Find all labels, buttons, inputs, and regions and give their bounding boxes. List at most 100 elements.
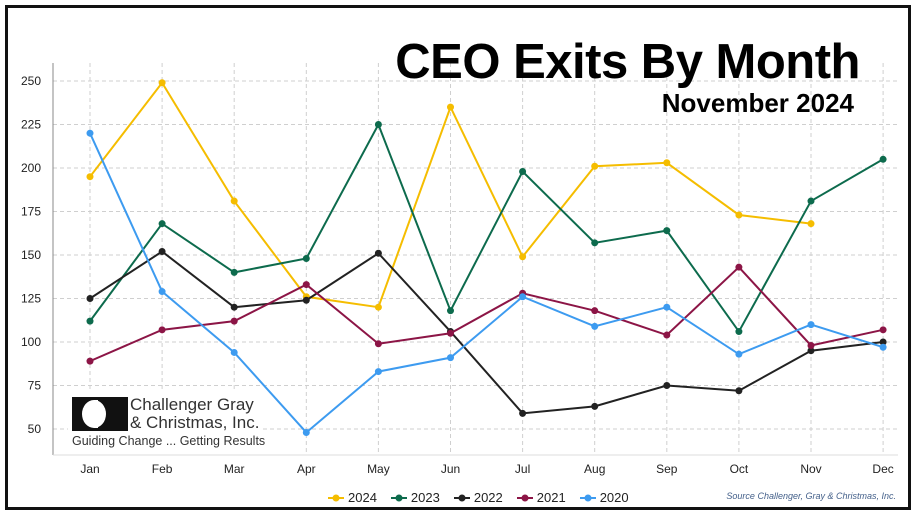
y-tick-label: 75	[28, 379, 42, 393]
series-line-2023	[89, 122, 884, 334]
data-point-2023	[302, 254, 310, 262]
data-point-2020	[374, 368, 382, 376]
data-point-2020	[158, 288, 166, 296]
data-point-2023	[447, 307, 454, 315]
x-tick-label: Jun	[441, 462, 460, 476]
data-point-2020	[591, 322, 599, 330]
data-point-2021	[374, 340, 382, 348]
legend-label: 2023	[410, 490, 440, 505]
x-tick-label: Jan	[80, 462, 99, 476]
x-tick-label: Jul	[515, 462, 530, 476]
data-point-2020	[302, 428, 310, 436]
series-line-2021	[89, 265, 884, 363]
y-tick-label: 225	[21, 118, 41, 132]
logo-tagline: Guiding Change ... Getting Results	[72, 434, 266, 448]
data-point-2024	[663, 159, 671, 167]
data-point-2024	[447, 103, 454, 111]
legend-marker-icon	[579, 494, 596, 501]
data-point-2021	[302, 281, 310, 289]
legend-marker-icon	[390, 494, 407, 501]
data-point-2023	[879, 155, 887, 163]
data-point-2021	[447, 329, 454, 337]
logo-line-2: & Christmas, Inc.	[130, 413, 260, 432]
data-point-2022	[591, 402, 599, 410]
data-point-2021	[591, 307, 599, 315]
data-point-2022	[807, 347, 815, 355]
legend-item-2023: 2023	[390, 490, 440, 505]
legend-item-2022: 2022	[453, 490, 503, 505]
legend-label: 2021	[536, 490, 566, 505]
x-tick-label: Mar	[224, 462, 245, 476]
line-chart: 50 75 100 125 150 175 200 225 250 Jan Feb Mar Apr May…	[21, 63, 898, 476]
data-point-2022	[230, 303, 238, 311]
data-point-2023	[807, 197, 815, 205]
series-line-2020	[89, 132, 884, 434]
chart-title: CEO Exits By Month	[395, 35, 860, 89]
x-tick-label: Sep	[656, 462, 678, 476]
data-point-2024	[591, 162, 599, 170]
data-point-2022	[302, 296, 310, 304]
data-point-2023	[230, 268, 238, 276]
y-tick-label: 50	[28, 422, 42, 436]
data-point-2024	[230, 197, 238, 205]
data-point-2020	[663, 303, 671, 311]
data-point-2022	[663, 382, 671, 389]
data-point-2023	[374, 121, 382, 128]
data-point-2024	[735, 211, 743, 219]
data-point-2022	[86, 295, 94, 302]
data-point-2024	[519, 253, 527, 261]
legend-item-2020: 2020	[579, 490, 629, 505]
data-point-2020	[230, 348, 238, 356]
legend: 2024 2023 2022 2021 2020	[328, 490, 629, 505]
data-point-2024	[807, 220, 815, 228]
data-point-2020	[879, 343, 887, 351]
data-point-2021	[86, 357, 94, 365]
data-point-2020	[519, 293, 527, 301]
legend-marker-icon	[453, 494, 470, 501]
legend-marker-icon	[516, 494, 533, 501]
data-point-2024	[86, 173, 94, 181]
data-point-2023	[663, 227, 671, 235]
y-tick-label: 175	[21, 205, 41, 219]
data-point-2021	[879, 326, 887, 334]
legend-label: 2024	[348, 490, 377, 505]
y-tick-label: 200	[21, 161, 41, 175]
y-tick-label: 125	[21, 292, 41, 306]
y-tick-label: 150	[21, 248, 41, 262]
data-point-2021	[158, 326, 166, 334]
data-point-2021	[807, 341, 815, 349]
data-point-2024	[374, 303, 382, 311]
x-tick-label: Oct	[730, 462, 749, 476]
data-point-2022	[158, 248, 166, 256]
legend-marker-icon	[328, 494, 344, 501]
logo-line-1: Challenger Gray	[130, 395, 254, 414]
chart-subtitle: November 2024	[661, 88, 854, 118]
x-tick-label: Feb	[152, 462, 173, 476]
source-note: Source Challenger, Gray & Christmas, Inc…	[726, 491, 896, 501]
data-point-2020	[86, 129, 94, 137]
legend-item-2021: 2021	[516, 490, 566, 505]
data-point-2022	[735, 387, 743, 395]
data-point-2020	[807, 321, 815, 329]
data-point-2020	[735, 350, 743, 358]
data-point-2022	[374, 249, 382, 257]
data-point-2021	[735, 263, 743, 271]
data-point-2023	[735, 328, 743, 336]
data-point-2023	[86, 317, 94, 325]
y-tick-label: 100	[21, 335, 41, 349]
x-tick-label: Aug	[584, 462, 605, 476]
legend-label: 2020	[599, 490, 629, 505]
x-tick-label: May	[367, 462, 390, 476]
x-tick-label: Nov	[800, 462, 821, 476]
company-logo: Challenger Gray & Christmas, Inc. Guidin…	[68, 390, 266, 452]
data-point-2024	[158, 79, 166, 87]
series-line-2022	[89, 250, 884, 415]
data-point-2020	[447, 354, 454, 362]
data-point-2023	[519, 167, 527, 175]
chart-frame: 50 75 100 125 150 175 200 225 250 Jan Feb Mar Apr May…	[5, 5, 911, 510]
data-point-2023	[158, 220, 166, 228]
data-point-2022	[879, 338, 887, 346]
data-point-2021	[230, 317, 238, 325]
data-point-2022	[519, 409, 527, 417]
logo-mark-icon	[72, 397, 128, 431]
